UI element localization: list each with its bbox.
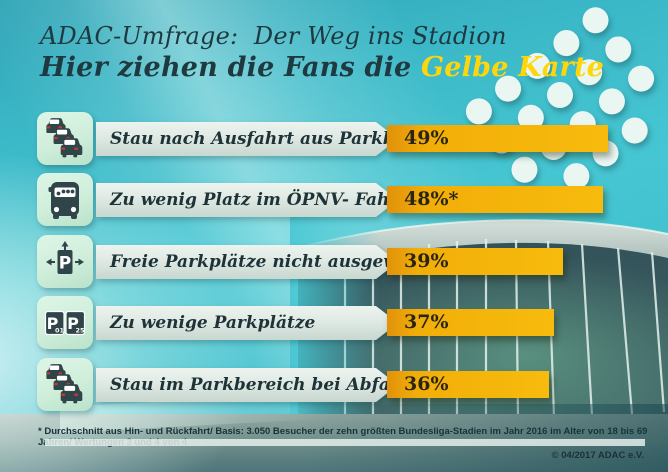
header: ADAC-Umfrage: Der Weg ins Stadion Hier z…	[40, 22, 604, 83]
value-bar: 36%	[387, 371, 549, 398]
parking-space-number: 01	[55, 327, 65, 335]
traffic-jam-icon	[37, 358, 93, 411]
category-label: Stau im Parkbereich bei Abfahrt	[96, 368, 398, 402]
bus-icon	[37, 173, 93, 226]
page-title: ADAC-Umfrage: Der Weg ins Stadion	[40, 22, 507, 50]
chart-row: Stau nach Ausfahrt aus Parkbereich 49%	[37, 112, 637, 166]
value-bar: 39%	[387, 248, 563, 275]
chart-row: Zu wenig Platz im ÖPNV- Fahrzeug 48%*	[37, 173, 637, 227]
parking-letter: P	[47, 314, 59, 333]
value-bar: 48%*	[387, 186, 603, 213]
page-subtitle: Hier ziehen die Fans die Gelbe Karte	[40, 52, 604, 83]
category-label: Zu wenig Platz im ÖPNV- Fahrzeug	[96, 183, 398, 217]
traffic-jam-icon	[37, 112, 93, 165]
subtitle-prefix: Hier ziehen die Fans die	[40, 52, 422, 83]
value-bar: 37%	[387, 309, 554, 336]
chart-row: P 01 P 25 Zu wenige Parkplätze 37%	[37, 296, 637, 350]
parking-numbers-icon: P 01 P 25	[37, 296, 93, 349]
parking-direction-icon: P	[37, 235, 93, 288]
parking-space-number: 25	[75, 327, 85, 335]
value-bar: 49%	[387, 125, 608, 152]
chart-row: P Freie Parkplätze nicht ausgewiesen 39%	[37, 235, 637, 289]
parking-letter: P	[59, 254, 71, 274]
parking-letter: P	[67, 314, 79, 333]
chart-row: Stau im Parkbereich bei Abfahrt 36%	[37, 358, 637, 412]
category-label: Stau nach Ausfahrt aus Parkbereich	[96, 122, 398, 156]
copyright: © 04/2017 ADAC e.V.	[551, 450, 644, 461]
category-label: Zu wenige Parkplätze	[96, 306, 398, 340]
subtitle-highlight: Gelbe Karte	[421, 52, 605, 83]
footer-divider	[45, 439, 645, 446]
category-label: Freie Parkplätze nicht ausgewiesen	[96, 245, 398, 279]
